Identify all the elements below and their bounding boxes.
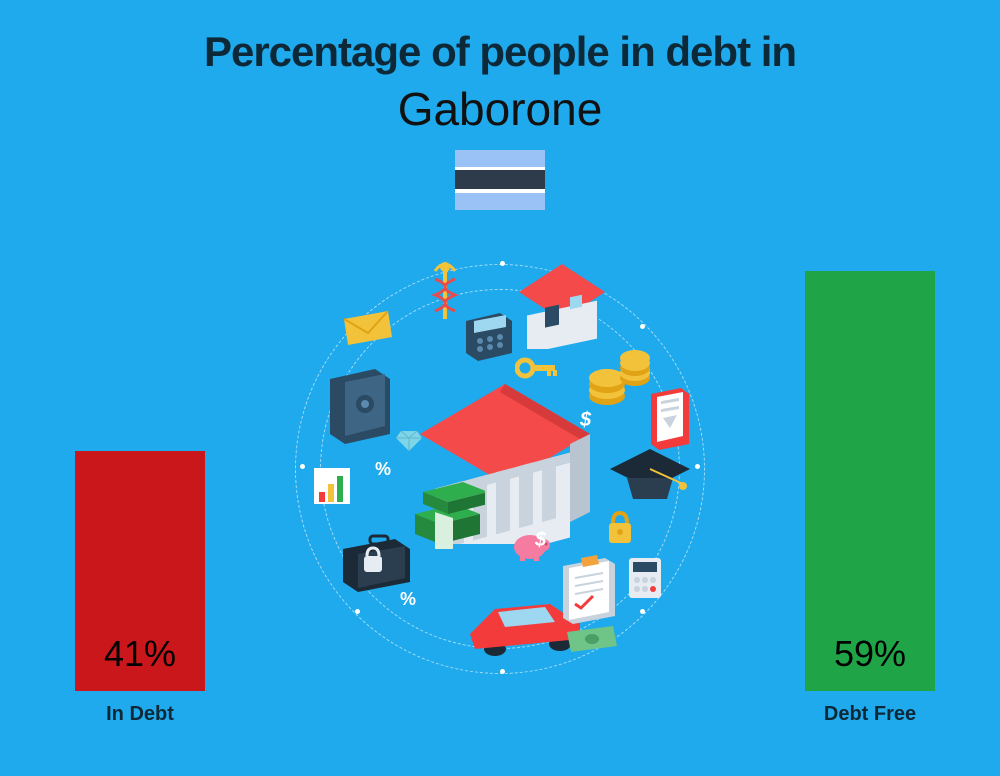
- clipboard-icon: [555, 554, 620, 629]
- calculator-small-icon: [625, 554, 665, 602]
- calculator-icon: [460, 309, 515, 364]
- percent-symbol: %: [375, 459, 391, 480]
- orbit-dot: [640, 324, 645, 329]
- house-icon: [515, 264, 610, 349]
- chart-area: 41% In Debt 59% Debt Free: [0, 250, 1000, 776]
- bar-debt-free-value: 59%: [805, 633, 935, 675]
- bar-in-debt: 41% In Debt: [70, 451, 210, 726]
- orbit-dot: [300, 464, 305, 469]
- orbit-dot: [355, 609, 360, 614]
- bar-debt-free-rect: 59%: [805, 271, 935, 691]
- dollar-symbol: $: [535, 529, 546, 552]
- bar-in-debt-value: 41%: [75, 633, 205, 675]
- cash-stack-icon: [410, 474, 485, 549]
- percent-symbol: %: [400, 589, 416, 610]
- banknote-icon: [565, 624, 620, 656]
- lock-icon: [360, 544, 386, 576]
- orbit-dot: [640, 609, 645, 614]
- orbit-dot: [500, 669, 505, 674]
- bar-in-debt-label: In Debt: [70, 703, 210, 726]
- center-infographic: % % $ $: [285, 254, 715, 684]
- location-name: Gaborone: [0, 82, 1000, 136]
- dollar-symbol: $: [580, 409, 591, 432]
- key-icon: [515, 354, 560, 382]
- padlock-icon: [605, 509, 635, 547]
- bar-debt-free: 59% Debt Free: [800, 271, 940, 726]
- orbit-dot: [500, 261, 505, 266]
- mini-chart-icon: [310, 464, 355, 509]
- envelope-icon: [340, 309, 395, 349]
- caduceus-icon: [425, 259, 465, 329]
- flag-icon: [455, 150, 545, 210]
- diamond-icon: [395, 429, 423, 453]
- safe-icon: [325, 364, 395, 444]
- phone-icon: [645, 384, 693, 454]
- bar-debt-free-label: Debt Free: [800, 703, 940, 726]
- bar-in-debt-rect: 41%: [75, 451, 205, 691]
- page-title: Percentage of people in debt in: [0, 0, 1000, 76]
- orbit-dot: [695, 464, 700, 469]
